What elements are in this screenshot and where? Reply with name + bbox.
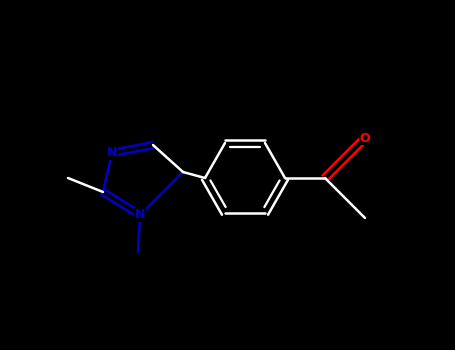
Text: N: N (135, 209, 145, 222)
Text: O: O (360, 132, 370, 145)
Text: N: N (107, 147, 117, 160)
